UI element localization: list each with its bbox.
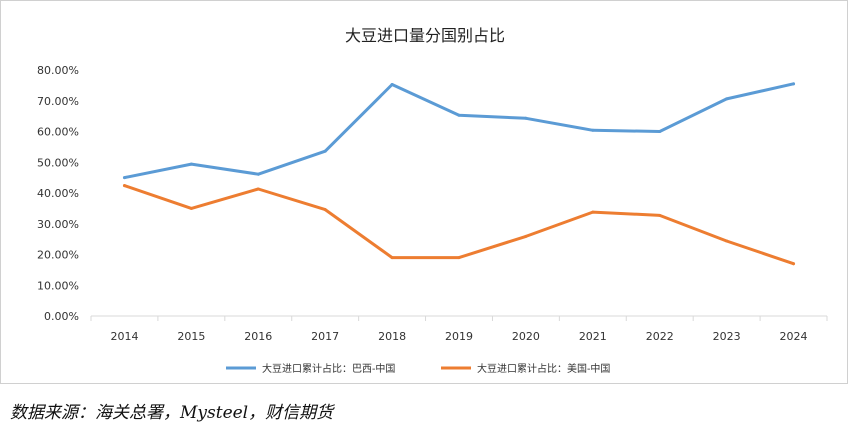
data-point bbox=[524, 234, 528, 238]
data-point bbox=[390, 256, 394, 260]
legend-label: 大豆进口累计占比：巴西-中国 bbox=[262, 362, 395, 375]
x-tick-label: 2020 bbox=[512, 330, 540, 343]
y-tick-label: 40.00% bbox=[37, 187, 79, 200]
y-tick-label: 50.00% bbox=[37, 156, 79, 169]
data-point bbox=[658, 213, 662, 217]
y-tick-label: 60.00% bbox=[37, 126, 79, 139]
data-point bbox=[256, 187, 260, 191]
data-point bbox=[390, 82, 394, 86]
y-tick-label: 70.00% bbox=[37, 95, 79, 108]
data-point bbox=[122, 176, 126, 180]
source-note: 数据来源：海关总署，Mysteel，财信期货 bbox=[10, 403, 334, 423]
data-point bbox=[725, 239, 729, 243]
data-point bbox=[189, 206, 193, 210]
data-point bbox=[591, 210, 595, 214]
y-tick-label: 10.00% bbox=[37, 279, 79, 292]
series-line-1 bbox=[123, 184, 795, 266]
data-point bbox=[457, 113, 461, 117]
data-point bbox=[524, 116, 528, 120]
data-point bbox=[457, 256, 461, 260]
x-tick-label: 2014 bbox=[110, 330, 138, 343]
data-point bbox=[591, 128, 595, 132]
x-tick-label: 2022 bbox=[646, 330, 674, 343]
x-tick-label: 2019 bbox=[445, 330, 473, 343]
series-line-0 bbox=[123, 82, 795, 180]
data-point bbox=[792, 262, 796, 266]
line-chart: 大豆进口量分国别占比 0.00% 10.00% 20.00% 30.00% 40.00%… bbox=[37, 26, 828, 375]
legend: 大豆进口累计占比：巴西-中国 大豆进口累计占比：美国-中国 bbox=[226, 362, 610, 375]
data-point bbox=[658, 130, 662, 133]
data-point bbox=[323, 208, 327, 212]
x-tick-label: 2021 bbox=[579, 330, 607, 343]
x-tick-label: 2023 bbox=[713, 330, 741, 343]
data-point bbox=[256, 172, 260, 176]
data-point bbox=[792, 82, 796, 86]
chart-title: 大豆进口量分国别占比 bbox=[345, 26, 505, 45]
chart-frame: 大豆进口量分国别占比 0.00% 10.00% 20.00% 30.00% 40.00%… bbox=[0, 0, 848, 384]
x-tick-label: 2017 bbox=[311, 330, 339, 343]
data-point bbox=[189, 162, 193, 166]
y-axis-ticks: 0.00% 10.00% 20.00% 30.00% 40.00% 50.00% 60.00… bbox=[37, 64, 79, 323]
x-tick-label: 2016 bbox=[244, 330, 272, 343]
y-tick-label: 30.00% bbox=[37, 218, 79, 231]
data-point bbox=[122, 184, 126, 188]
series-lines bbox=[122, 82, 796, 266]
data-point bbox=[725, 97, 729, 101]
y-tick-label: 0.00% bbox=[44, 310, 79, 323]
data-point bbox=[323, 149, 327, 153]
legend-label: 大豆进口累计占比：美国-中国 bbox=[477, 362, 610, 375]
x-tick-label: 2018 bbox=[378, 330, 406, 343]
y-tick-label: 20.00% bbox=[37, 249, 79, 262]
y-tick-label: 80.00% bbox=[37, 64, 79, 77]
x-axis-ticks: 2014 2015 2016 2017 2018 2019 2020 2021 2022 2023… bbox=[90, 316, 828, 343]
x-tick-label: 2015 bbox=[177, 330, 205, 343]
x-tick-label: 2024 bbox=[780, 330, 808, 343]
